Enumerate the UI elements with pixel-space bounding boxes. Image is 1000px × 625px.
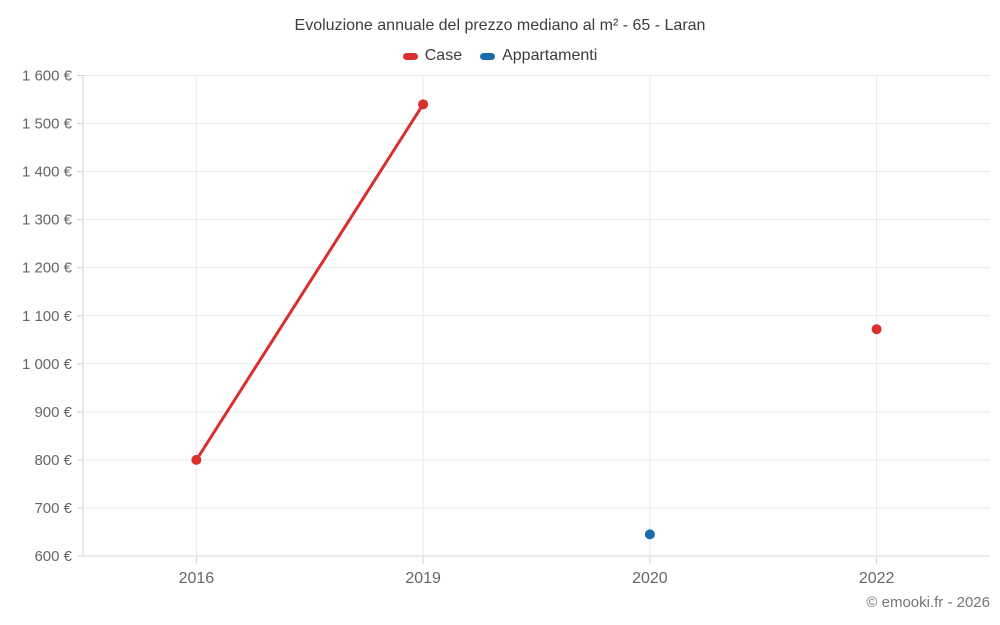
y-tick-label: 1 500 € <box>22 116 73 133</box>
x-tick-label: 2016 <box>179 570 215 587</box>
legend: Case Appartamenti <box>0 47 1000 65</box>
x-tick-label: 2019 <box>405 570 441 587</box>
legend-label-case: Case <box>424 47 463 64</box>
legend-label-appartamenti: Appartamenti <box>502 47 598 64</box>
y-tick-label: 1 600 € <box>22 68 73 85</box>
x-tick-label: 2020 <box>632 570 668 587</box>
legend-swatch-appartamenti <box>480 52 496 60</box>
x-tick-label: 2022 <box>859 570 895 587</box>
legend-item-case[interactable]: Case <box>402 47 463 65</box>
copyright-footer: © emooki.fr - 2026 <box>866 594 990 611</box>
y-tick-label: 800 € <box>34 452 72 469</box>
y-tick-label: 1 100 € <box>22 308 73 325</box>
point-case-2019[interactable] <box>418 99 429 110</box>
y-tick-label: 900 € <box>34 404 72 421</box>
y-tick-label: 1 200 € <box>22 260 73 277</box>
line-segment-case <box>194 102 425 462</box>
legend-item-appartamenti[interactable]: Appartamenti <box>480 47 597 65</box>
y-tick-label: 1 300 € <box>22 212 73 229</box>
y-tick-label: 1 400 € <box>22 164 73 181</box>
legend-swatch-case <box>402 52 418 60</box>
point-case-2022[interactable] <box>871 324 882 335</box>
point-appartamenti-2020[interactable] <box>644 529 655 540</box>
y-tick-label: 1 000 € <box>22 356 73 373</box>
y-tick-label: 600 € <box>34 548 72 565</box>
point-case-2016[interactable] <box>191 454 202 465</box>
y-tick-label: 700 € <box>34 500 72 517</box>
chart-title: Evoluzione annuale del prezzo mediano al… <box>294 17 706 34</box>
